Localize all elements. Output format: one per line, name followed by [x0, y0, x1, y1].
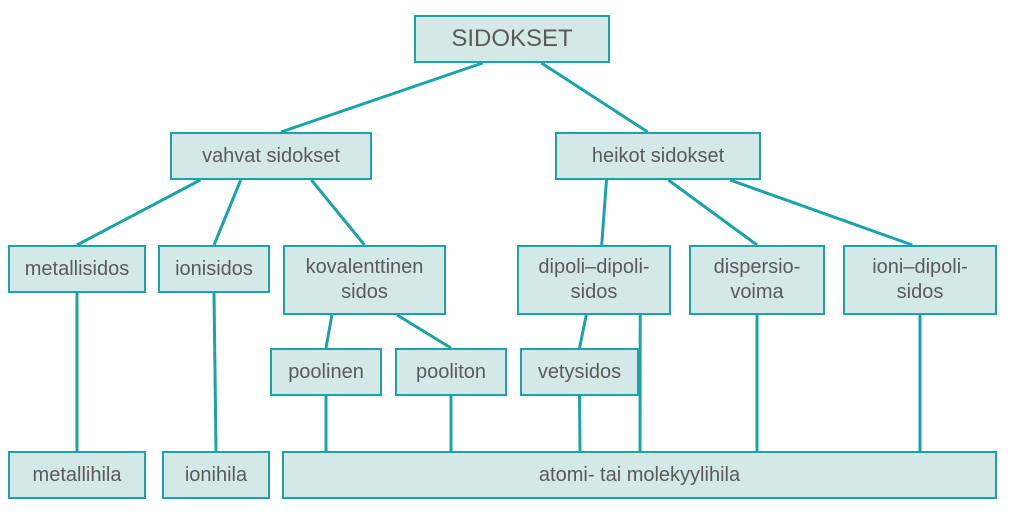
node-ionidipoli: ioni–dipoli- sidos: [843, 245, 997, 315]
edge-heikot-dispersio: [668, 180, 757, 245]
node-vetysidos: vetysidos: [520, 348, 639, 396]
node-vahvat: vahvat sidokset: [170, 132, 372, 180]
edge-heikot-dipoli: [602, 180, 607, 245]
edge-dipoli-vetysidos: [580, 315, 587, 348]
node-dipoli: dipoli–dipoli- sidos: [517, 245, 671, 315]
node-ionihila: ionihila: [162, 451, 270, 499]
node-atomihila: atomi- tai molekyylihila: [282, 451, 997, 499]
edge-ionisidos-ionihila: [214, 293, 216, 451]
node-heikot: heikot sidokset: [555, 132, 761, 180]
edge-vahvat-ionisidos: [214, 180, 241, 245]
edge-vahvat-metallisidos: [77, 180, 200, 245]
edge-root-vahvat: [281, 63, 483, 132]
edge-root-heikot: [541, 63, 647, 132]
edge-kovalent-pooliton: [397, 315, 451, 348]
node-root: SIDOKSET: [414, 15, 610, 63]
edge-vahvat-kovalent: [311, 180, 364, 245]
edge-heikot-ionidipoli: [730, 180, 912, 245]
node-kovalent: kovalenttinen sidos: [283, 245, 446, 315]
bond-tree-diagram: SIDOKSET vahvat sidokset heikot sidokset me…: [0, 0, 1024, 515]
node-metallihila: metallihila: [8, 451, 146, 499]
edge-kovalent-poolinen: [326, 315, 332, 348]
node-poolinen: poolinen: [270, 348, 382, 396]
node-ionisidos: ionisidos: [158, 245, 270, 293]
node-pooliton: pooliton: [395, 348, 507, 396]
edge-vetysidos-atomihila: [580, 396, 581, 451]
node-dispersio: dispersio- voima: [689, 245, 825, 315]
node-metallisidos: metallisidos: [8, 245, 146, 293]
